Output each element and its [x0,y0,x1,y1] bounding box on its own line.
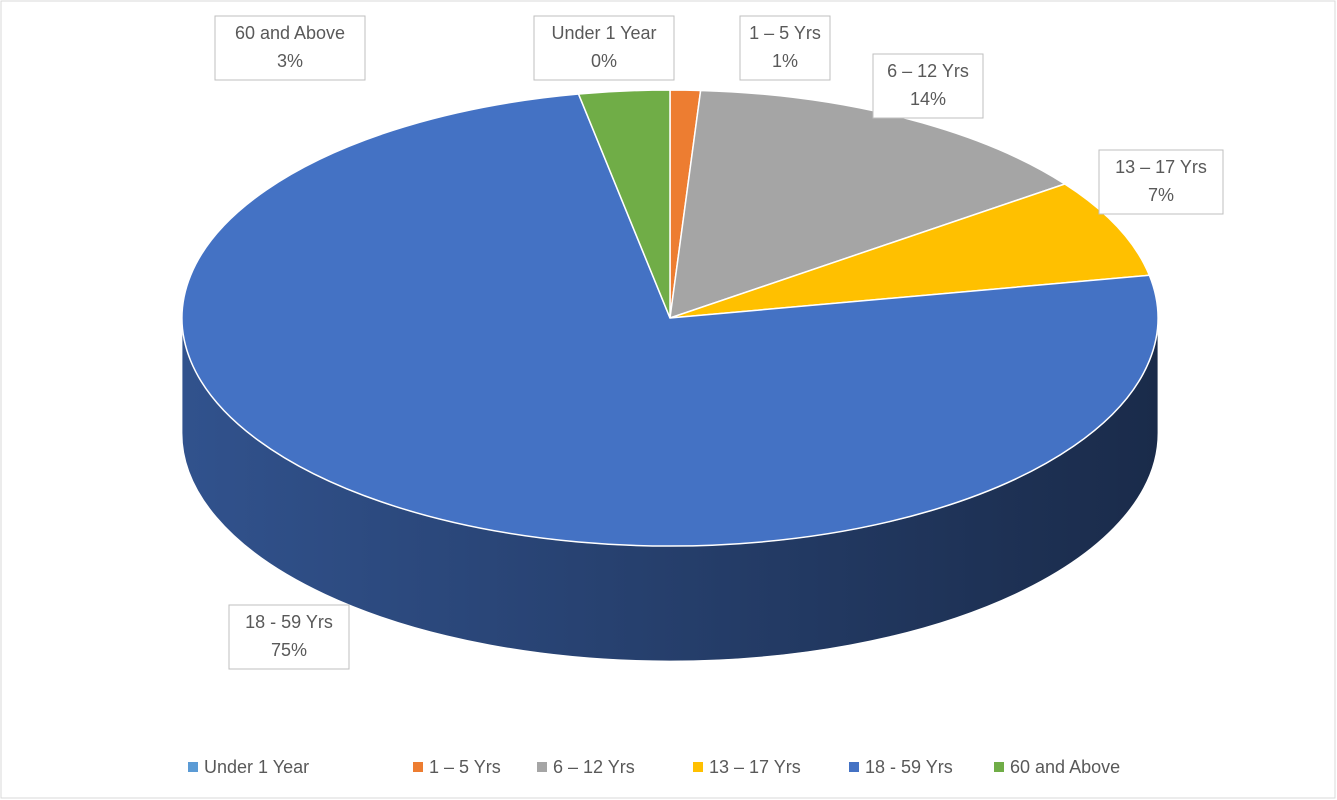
data-label-value: 1% [772,51,798,71]
data-label-category: 60 and Above [235,23,345,43]
data-label-box [214,15,366,81]
data-label: 60 and Above 3% [214,15,366,81]
data-label: 1 – 5 Yrs 1% [739,15,831,81]
data-label-box [739,15,831,81]
data-label-category: 13 – 17 Yrs [1115,157,1207,177]
data-label-box [1098,149,1224,215]
legend-label: 13 – 17 Yrs [709,757,801,777]
data-label: 6 – 12 Yrs 14% [872,53,984,119]
data-label-category: 18 - 59 Yrs [245,612,333,632]
legend-swatch [693,762,703,772]
legend-swatch [537,762,547,772]
data-label-category: Under 1 Year [551,23,656,43]
legend-label: 6 – 12 Yrs [553,757,635,777]
data-label-value: 7% [1148,185,1174,205]
legend-label: 18 - 59 Yrs [865,757,953,777]
data-label-category: 6 – 12 Yrs [887,61,969,81]
data-label: 18 - 59 Yrs 75% [228,604,350,670]
legend-swatch [994,762,1004,772]
data-label-value: 3% [277,51,303,71]
data-label: 13 – 17 Yrs 7% [1098,149,1224,215]
data-label-value: 14% [910,89,946,109]
legend-swatch [849,762,859,772]
legend-label: 1 – 5 Yrs [429,757,501,777]
legend-swatch [413,762,423,772]
slice [669,183,1151,319]
data-label-box [872,53,984,119]
legend-label: 60 and Above [1010,757,1120,777]
pie-tops [181,89,1159,547]
legend-label: Under 1 Year [204,757,309,777]
data-label-value: 0% [591,51,617,71]
data-label-box [533,15,675,81]
legend-swatch [188,762,198,772]
slice [577,89,671,319]
data-label: Under 1 Year 0% [533,15,675,81]
data-label-box [228,604,350,670]
data-label-category: 1 – 5 Yrs [749,23,821,43]
data-label-value: 75% [271,640,307,660]
slice [181,93,1159,547]
